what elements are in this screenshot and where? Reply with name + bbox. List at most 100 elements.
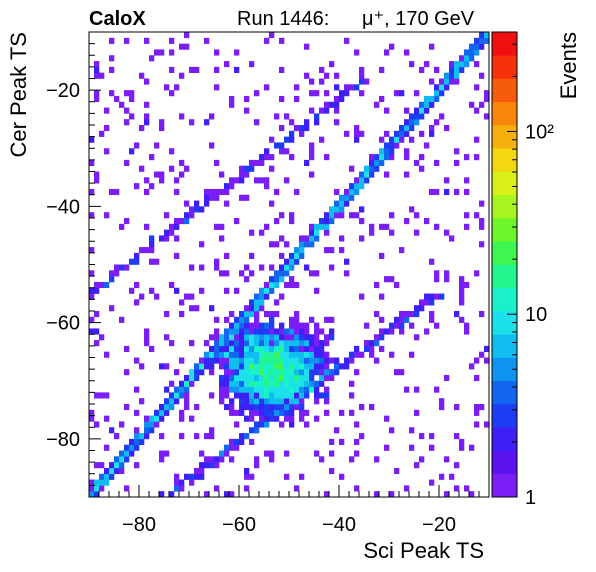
heatmap-cell (404, 316, 410, 323)
colorbar-segment (492, 32, 517, 56)
run-label: Run 1446: (237, 8, 329, 30)
heatmap-cell (119, 467, 125, 475)
heatmap-cell (244, 467, 250, 475)
heatmap-cell (134, 281, 140, 289)
heatmap-cell (289, 380, 295, 387)
heatmap-cell (449, 473, 455, 480)
heatmap-cell (274, 241, 280, 248)
heatmap-cell (219, 345, 225, 352)
heatmap-cell (334, 72, 340, 79)
heatmap-cell (279, 235, 285, 242)
heatmap-cell (239, 386, 245, 393)
heatmap-cell (349, 392, 355, 399)
heatmap-cell (189, 293, 195, 300)
heatmap-cell (219, 357, 225, 364)
heatmap-cell (234, 328, 240, 335)
heatmap-cell (389, 136, 395, 143)
heatmap-cell (319, 363, 325, 370)
heatmap-cell (94, 287, 100, 294)
heatmap-cell (109, 427, 115, 434)
heatmap-cell (94, 95, 100, 103)
heatmap-cell (304, 363, 310, 370)
heatmap-cell (439, 293, 445, 300)
heatmap-cell (254, 421, 260, 428)
heatmap-cell (469, 49, 475, 56)
heatmap-cell (289, 340, 295, 347)
heatmap-cell (254, 322, 260, 329)
heatmap-cell (384, 148, 390, 155)
heatmap-cell (259, 369, 265, 376)
heatmap-cell (474, 357, 480, 364)
heatmap-cell (234, 49, 240, 56)
heatmap-cell (269, 369, 275, 376)
heatmap-cell (339, 363, 345, 370)
heatmap-cell (269, 311, 275, 318)
heatmap-cell (244, 386, 250, 393)
heatmap-cell (194, 200, 200, 207)
heatmap-cell (99, 392, 105, 399)
heatmap-cell (419, 154, 425, 161)
heatmap-cell (204, 340, 210, 347)
heatmap-cell (269, 32, 275, 39)
heatmap-cell (334, 369, 340, 376)
heatmap-cell (104, 473, 110, 480)
heatmap-cell (319, 392, 325, 399)
heatmap-cell (284, 357, 290, 364)
heatmap-cell (304, 345, 310, 352)
heatmap-cell (299, 363, 305, 370)
heatmap-cell (184, 212, 190, 219)
heatmap-cell (109, 276, 115, 283)
heatmap-cell (289, 363, 295, 370)
heatmap-cell (434, 66, 440, 73)
heatmap-cell (319, 456, 325, 463)
colorbar-frame (491, 31, 518, 498)
heatmap-cell (329, 369, 335, 376)
heatmap-cell (394, 281, 400, 289)
heatmap-cell (144, 334, 150, 341)
heatmap-cell (254, 316, 260, 323)
heatmap-cell (139, 363, 145, 370)
heatmap-cell (234, 322, 240, 329)
heatmap-cell (144, 328, 150, 335)
heatmap-cell (134, 299, 140, 306)
heatmap-cell (404, 49, 410, 56)
heatmap-cell (284, 258, 290, 265)
heatmap-cell (264, 340, 270, 347)
heatmap-cell (259, 154, 265, 161)
heatmap-cell (114, 270, 120, 277)
heatmap-cell (169, 66, 175, 73)
heatmap-cell (174, 218, 180, 225)
heatmap-cell (114, 462, 120, 469)
heatmap-cell (444, 188, 450, 196)
heatmap-cell (229, 363, 235, 370)
heatmap-cell (219, 351, 225, 358)
heatmap-cell (239, 171, 245, 178)
heatmap-cell (314, 386, 320, 393)
heatmap-cell (414, 159, 420, 166)
heatmap-cell (244, 374, 250, 382)
heatmap-cell (384, 107, 390, 114)
heatmap-cell (239, 351, 245, 358)
heatmap-cell (479, 223, 485, 230)
heatmap-cell (409, 113, 415, 120)
heatmap-cell (224, 363, 230, 370)
heatmap-cell (339, 194, 345, 201)
heatmap-cell (239, 404, 245, 411)
heatmap-cell (484, 345, 490, 352)
heatmap-cell (284, 363, 290, 370)
heatmap-cell (319, 357, 325, 364)
heatmap-cell (224, 334, 230, 341)
heatmap-cell (264, 404, 270, 411)
heatmap-cell (464, 55, 470, 62)
heatmap-cell (269, 264, 275, 271)
heatmap-cell (274, 398, 280, 405)
heatmap-cell (109, 90, 115, 97)
heatmap-cell (409, 125, 415, 132)
heatmap-cell (254, 462, 260, 469)
heatmap-cell (319, 107, 325, 114)
heatmap-cell (379, 345, 385, 352)
heatmap-cell (379, 154, 385, 161)
heatmap-cell (364, 177, 370, 184)
heatmap-cell (354, 369, 360, 376)
heatmap-cell (259, 409, 265, 416)
